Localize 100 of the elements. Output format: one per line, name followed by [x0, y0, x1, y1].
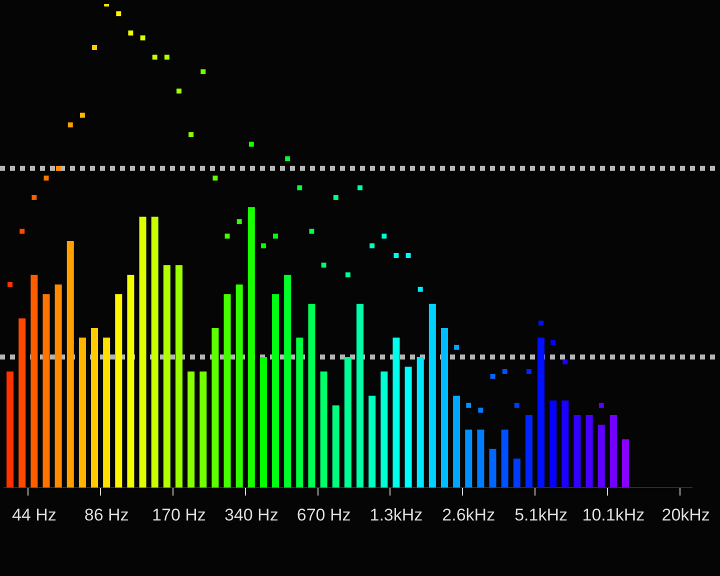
x-tick-label: 670 Hz — [296, 505, 351, 524]
point — [128, 30, 134, 36]
bar — [272, 294, 280, 488]
bar — [392, 338, 400, 488]
point — [200, 69, 206, 74]
point — [538, 320, 544, 326]
bar — [54, 284, 62, 488]
bar — [538, 338, 545, 488]
point — [176, 88, 182, 94]
bar — [356, 304, 364, 488]
bar — [103, 338, 110, 488]
point — [309, 228, 314, 234]
point — [80, 112, 85, 118]
bar — [562, 400, 569, 488]
bar — [308, 304, 316, 488]
bar — [598, 424, 605, 488]
bar — [78, 338, 86, 488]
bar — [284, 274, 292, 488]
bar — [30, 274, 38, 488]
point — [514, 402, 520, 408]
point — [562, 359, 568, 364]
point — [382, 234, 387, 239]
bar — [404, 366, 412, 488]
x-tick-label: 10.1kHz — [582, 505, 645, 524]
bar — [139, 216, 146, 488]
point — [164, 54, 170, 60]
bar — [151, 216, 158, 488]
bar — [127, 274, 134, 488]
point — [236, 219, 242, 224]
bar — [622, 439, 629, 488]
point — [92, 45, 97, 50]
point — [260, 243, 266, 248]
point — [418, 286, 423, 292]
x-tick-label: 2.6kHz — [442, 505, 496, 524]
point — [32, 194, 37, 200]
bar — [610, 415, 617, 488]
point — [273, 234, 278, 239]
point — [550, 340, 556, 345]
point — [224, 234, 230, 239]
bar — [525, 415, 532, 488]
point — [248, 142, 254, 147]
point — [212, 176, 218, 181]
point — [20, 228, 25, 234]
bar — [66, 240, 74, 488]
bar — [91, 328, 98, 488]
bar — [550, 400, 557, 488]
bar — [236, 284, 243, 488]
point — [152, 54, 158, 60]
bar — [163, 265, 170, 488]
bar — [440, 328, 448, 488]
bar — [188, 372, 195, 488]
bar — [416, 357, 424, 488]
point — [321, 262, 326, 268]
point — [297, 185, 302, 190]
point — [333, 194, 338, 200]
bar — [332, 405, 340, 488]
x-tick-label: 1.3kHz — [370, 505, 423, 524]
x-tick-label: 340 Hz — [224, 505, 278, 524]
x-tick-label: 86 Hz — [84, 505, 129, 524]
x-tick-label: 44 Hz — [12, 505, 56, 524]
point — [44, 176, 49, 181]
bar — [18, 318, 26, 488]
bar — [6, 372, 14, 488]
bar — [428, 304, 436, 488]
bar — [344, 357, 352, 488]
bar — [368, 396, 376, 488]
bar — [465, 430, 472, 488]
bar — [115, 294, 122, 488]
bar — [200, 372, 207, 488]
x-tick-label: 20kHz — [662, 505, 710, 524]
point — [394, 252, 399, 258]
bar — [489, 448, 496, 488]
bar — [175, 265, 182, 488]
point — [285, 156, 290, 162]
bar — [296, 338, 304, 488]
bar — [260, 357, 267, 488]
bar — [212, 328, 219, 488]
point — [454, 344, 460, 350]
point — [370, 243, 375, 248]
point — [526, 369, 532, 374]
bar — [224, 294, 231, 488]
bar — [380, 372, 388, 488]
bar — [248, 207, 255, 488]
bar — [320, 372, 328, 488]
point — [406, 252, 411, 258]
point — [478, 408, 484, 413]
x-tick-label: 170 Hz — [152, 505, 206, 524]
bar — [477, 430, 484, 488]
point — [502, 369, 508, 374]
point — [490, 374, 496, 379]
x-tick-label: 5.1kHz — [514, 505, 568, 524]
point — [8, 282, 13, 287]
point — [56, 166, 61, 171]
bar — [42, 294, 50, 488]
point — [188, 132, 194, 138]
point — [345, 272, 350, 278]
bar — [574, 415, 581, 488]
point — [116, 11, 122, 16]
bar — [586, 415, 593, 488]
point — [358, 185, 362, 190]
